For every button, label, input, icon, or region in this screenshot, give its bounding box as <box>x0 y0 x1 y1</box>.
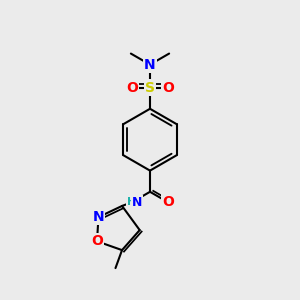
Text: O: O <box>162 81 174 94</box>
Text: S: S <box>145 81 155 94</box>
Text: O: O <box>162 195 174 209</box>
Text: N: N <box>93 210 104 224</box>
Text: O: O <box>91 234 103 248</box>
Text: N: N <box>144 58 156 72</box>
Text: N: N <box>132 196 142 209</box>
Text: H: H <box>127 197 136 207</box>
Text: O: O <box>126 81 138 94</box>
